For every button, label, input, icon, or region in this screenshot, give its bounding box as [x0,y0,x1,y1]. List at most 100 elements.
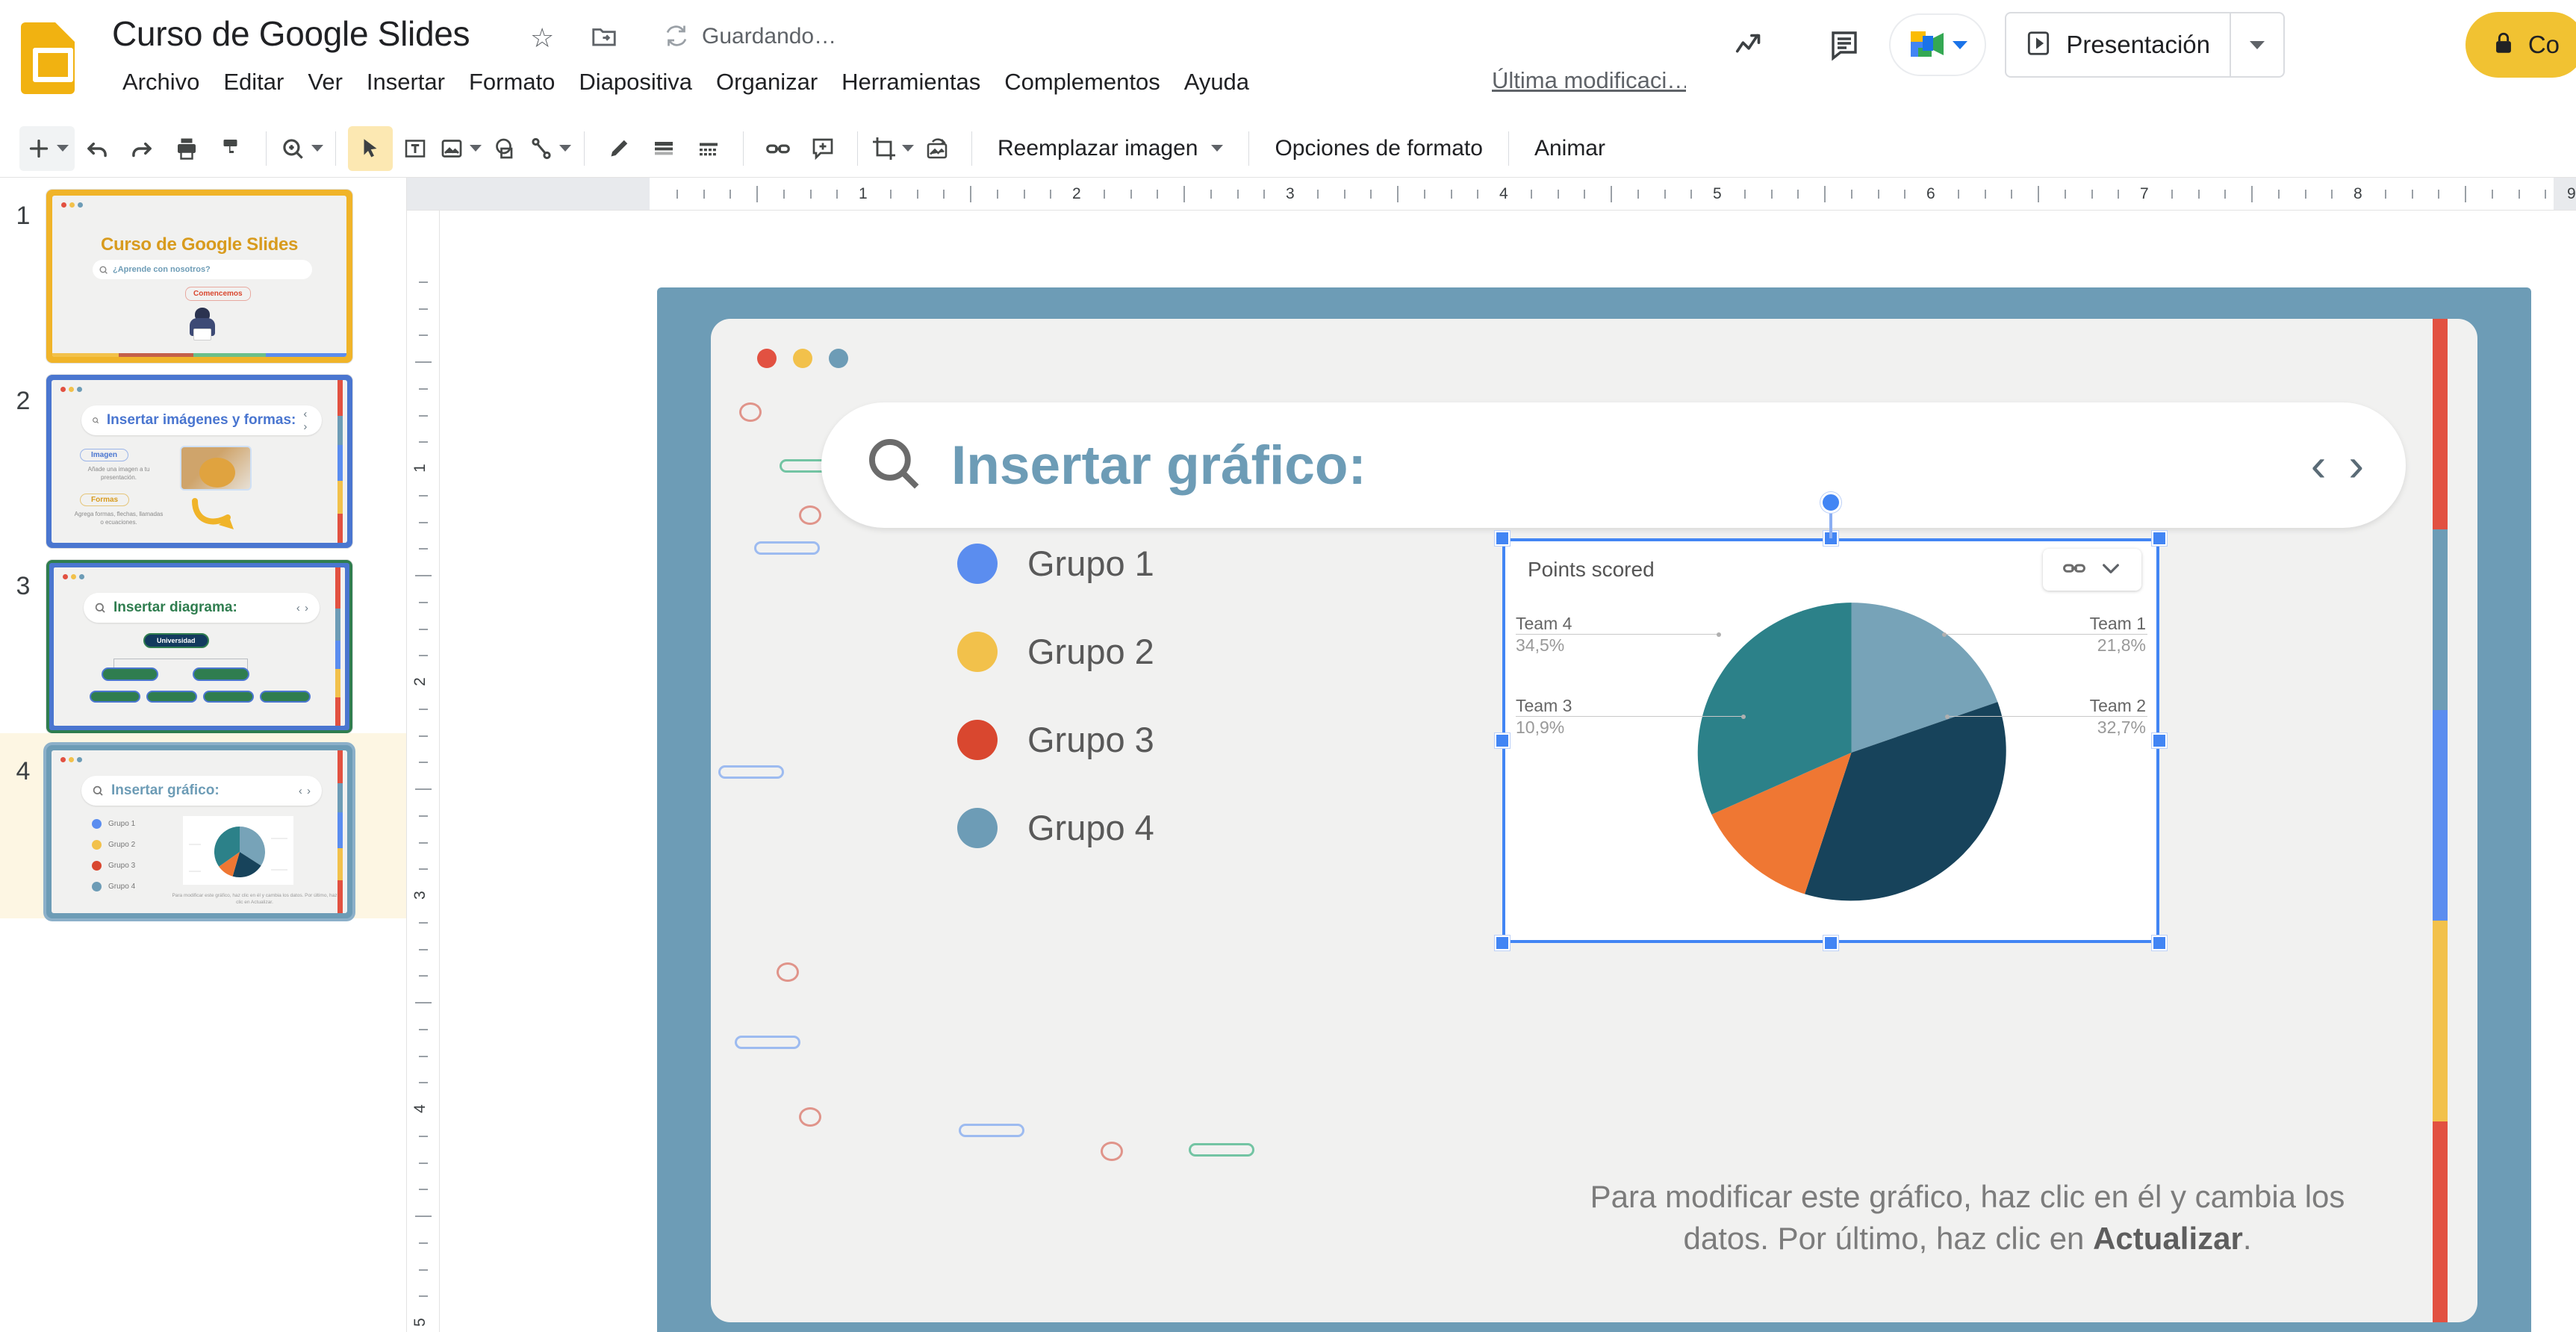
chart-link-toolbar[interactable] [2043,549,2141,591]
menu-formato[interactable]: Formato [469,69,556,95]
replace-image-button[interactable]: Reemplazar imagen [984,136,1236,161]
resize-handle-e[interactable] [2152,733,2167,748]
pie-label-team-2: Team 2 32,7% [2089,696,2146,737]
move-to-folder-icon[interactable] [590,22,618,51]
ruler-tick [996,190,998,199]
menu-archivo[interactable]: Archivo [122,69,200,95]
share-button[interactable]: Co [2465,12,2576,78]
background-button[interactable] [641,126,686,171]
current-slide[interactable]: Insertar gráfico: ‹ › Grupo 1 Grupo 2 [657,287,2531,1332]
chart-object[interactable]: Points scored [1495,492,2167,950]
line-tool[interactable] [527,126,572,171]
google-slides-logo-icon[interactable] [21,22,75,94]
editor-body: 1 Curso de Google Slides ¿Aprende con no… [0,178,2576,1332]
google-meet-button[interactable] [1889,13,1986,76]
pie-label-team-1: Team 1 21,8% [2089,614,2146,655]
zoom-button[interactable] [279,126,323,171]
chevron-right-icon[interactable]: › [2348,439,2364,491]
resize-handle-w[interactable] [1495,733,1510,748]
shape-tool[interactable] [482,126,527,171]
ruler-tick [943,190,945,199]
format-options-button[interactable]: Opciones de formato [1275,135,1483,161]
chevron-down-icon[interactable] [2099,556,2123,584]
resize-handle-nw[interactable] [1495,531,1510,546]
chevron-down-icon[interactable] [1953,40,1967,49]
ruler-tick [836,190,839,199]
resize-handle-ne[interactable] [2152,531,2167,546]
trending-up-icon[interactable] [1733,28,1767,66]
menu-ver[interactable]: Ver [308,69,343,95]
filmstrip-slide-2[interactable]: 2 Insertar imágenes y formas: ‹ › Imagen… [0,363,406,548]
horizontal-ruler[interactable]: 1 2 3 4 5 6 7 8 9 [407,178,2576,211]
menu-organizar[interactable]: Organizar [716,69,818,95]
thumb-photo [180,446,252,491]
chevron-down-icon[interactable] [902,145,914,152]
saving-status: Guardando… [702,24,837,49]
slide-nav-arrows[interactable]: ‹ › [2311,439,2364,492]
document-title[interactable]: Curso de Google Slides [112,14,470,53]
new-slide-button[interactable] [19,125,75,171]
paint-format-button[interactable] [209,126,254,171]
mask-image-button[interactable] [915,126,959,171]
chevron-down-icon[interactable] [57,145,69,152]
add-comment-button[interactable] [800,126,845,171]
undo-button[interactable] [75,126,119,171]
thumb-title: Curso de Google Slides [100,234,299,255]
ruler-tick [419,1055,428,1057]
resize-handle-sw[interactable] [1495,936,1510,950]
chevron-down-icon[interactable] [559,145,571,152]
ruler-tick [419,1135,428,1137]
filmstrip-slide-1[interactable]: 1 Curso de Google Slides ¿Aprende con no… [0,178,406,363]
resize-handle-se[interactable] [2152,936,2167,950]
slide-thumbnail[interactable]: Curso de Google Slides ¿Aprende con noso… [46,190,352,363]
ruler-tick [1423,190,1425,199]
rotation-handle[interactable] [1820,492,1841,513]
present-button[interactable]: Presentación [2005,12,2285,78]
last-modified-link[interactable]: Última modificaci… [1492,67,1686,93]
textbox-tool[interactable] [393,126,438,171]
thumb-searchbar: Insertar gráfico: ‹ › [81,776,322,806]
menu-insertar[interactable]: Insertar [366,69,445,95]
caption-line-2-post: . [2242,1221,2252,1257]
leader-dot-team-2 [1945,715,1950,719]
filmstrip-slide-3[interactable]: 3 Insertar diagrama: ‹ › Universidad [0,548,406,733]
window-dots [63,574,84,579]
slide-thumbnail[interactable]: Insertar diagrama: ‹ › Universidad [46,560,352,733]
chevron-down-icon[interactable] [470,145,482,152]
chevron-left-icon[interactable]: ‹ [2310,439,2327,491]
replace-image-label: Reemplazar imagen [998,135,1198,161]
menu-herramientas[interactable]: Herramientas [841,69,981,95]
menu-editar[interactable]: Editar [223,69,284,95]
image-tool[interactable] [438,126,482,171]
menu-complementos[interactable]: Complementos [1004,69,1160,95]
chart-surface[interactable]: Points scored [1502,538,2159,943]
pen-tool[interactable] [597,126,641,171]
present-dropdown[interactable] [2230,13,2283,76]
chevron-down-icon[interactable] [311,145,323,152]
chevron-down-icon[interactable] [1211,145,1224,152]
print-button[interactable] [164,126,209,171]
layout-button[interactable] [686,126,731,171]
menu-ayuda[interactable]: Ayuda [1183,69,1250,95]
link-icon[interactable] [2062,555,2087,585]
vertical-ruler[interactable]: 1 2 3 4 5 [407,211,440,1332]
animate-button[interactable]: Animar [1534,135,1605,161]
pie-slice-team-1 [1851,603,1998,753]
ruler-tick [2091,190,2093,199]
resize-handle-s[interactable] [1823,936,1838,950]
slide-thumbnail[interactable]: Insertar imágenes y formas: ‹ › Imagen A… [46,375,352,548]
star-outline-icon[interactable]: ☆ [530,22,555,53]
present-main[interactable]: Presentación [2006,13,2230,76]
filmstrip-slide-4[interactable]: 4 Insertar gráfico: ‹ › Grupo 1 Grupo 2 … [0,733,406,918]
crop-button[interactable] [870,126,915,171]
slide-canvas[interactable]: Insertar gráfico: ‹ › Grupo 1 Grupo 2 [440,211,2576,1332]
toolbar-divider [266,131,267,166]
redo-button[interactable] [119,126,164,171]
ruler-tick [1984,190,1986,199]
menu-diapositiva[interactable]: Diapositiva [579,69,693,95]
slide-filmstrip[interactable]: 1 Curso de Google Slides ¿Aprende con no… [0,178,407,1332]
comment-history-icon[interactable] [1827,27,1863,66]
insert-link-button[interactable] [756,126,800,171]
select-tool[interactable] [348,125,393,171]
slide-thumbnail[interactable]: Insertar gráfico: ‹ › Grupo 1 Grupo 2 Gr… [46,745,352,918]
